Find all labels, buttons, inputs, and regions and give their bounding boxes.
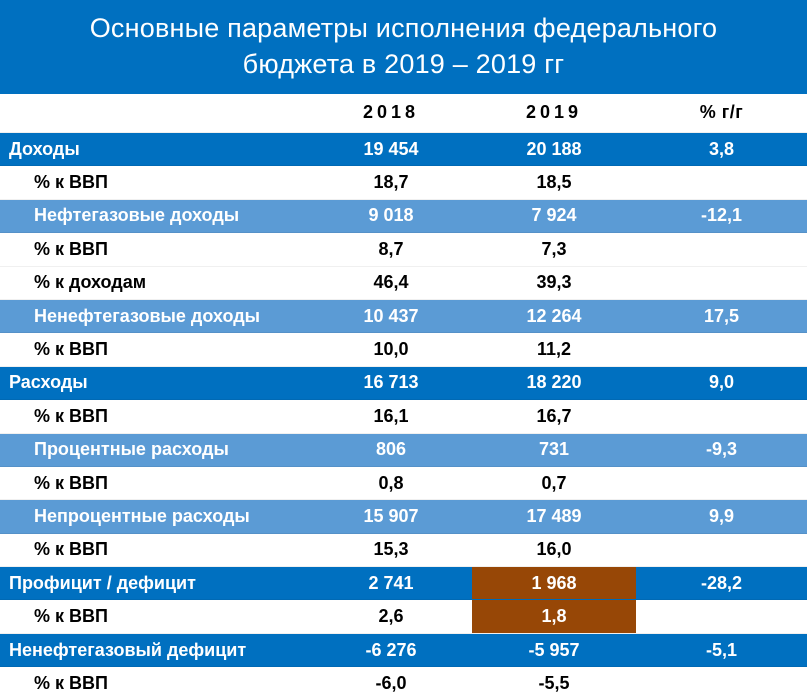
value-2019: 16,0 <box>536 539 572 560</box>
value-2019: 18,5 <box>536 172 572 193</box>
title-line-2: бюджета в 2019 – 2019 гг <box>242 49 565 79</box>
table-row: % к ВВП 8,7 7,3 <box>0 233 807 267</box>
budget-table: 2018 2019 % г/г Доходы 19 454 20 188 3,8 % к… <box>0 92 807 700</box>
table-row: % к ВВП 0,8 0,7 <box>0 466 807 501</box>
value-yoy-percent <box>636 267 807 299</box>
value-yoy-percent: -9,3 <box>705 439 738 460</box>
table-row: % к ВВП 15,3 16,0 <box>0 533 807 568</box>
value-yoy-percent <box>636 400 807 432</box>
header-2019: 2019 <box>525 101 583 122</box>
row-label: % к ВВП <box>34 405 108 426</box>
slide-title: Основные параметры исполнения федерально… <box>0 0 807 92</box>
value-2019: -5 957 <box>528 639 580 660</box>
table-row: Процентные расходы 806 731 -9,3 <box>0 433 807 467</box>
table-body: Доходы 19 454 20 188 3,8 % к ВВП 18,7 18,5 Нефт… <box>0 133 807 700</box>
value-2019: 18 220 <box>526 372 582 393</box>
row-label: % к ВВП <box>34 539 108 560</box>
value-2018: 10 437 <box>363 305 419 326</box>
value-2019: 1,8 <box>472 600 636 633</box>
value-2019: 12 264 <box>526 305 582 326</box>
value-2019: 17 489 <box>526 505 582 526</box>
table-row: Ненефтегазовый дефицит -6 276 -5 957 -5,1 <box>0 633 807 668</box>
value-2018: 2 741 <box>368 572 414 593</box>
value-2019: 16,7 <box>536 405 572 426</box>
value-2018: 806 <box>375 439 407 460</box>
row-label: Ненефтегазовый дефицит <box>9 639 247 660</box>
value-2018: 9 018 <box>368 205 414 226</box>
value-yoy-percent <box>636 233 807 265</box>
row-label: Процентные расходы <box>34 439 229 460</box>
value-2019: 0,7 <box>541 472 567 493</box>
value-2018: 8,7 <box>378 238 404 259</box>
row-label: % к ВВП <box>34 472 108 493</box>
row-label: % к ВВП <box>34 672 108 693</box>
value-yoy-percent <box>636 333 807 365</box>
table-row: Ненефтегазовые доходы 10 437 12 264 17,5 <box>0 299 807 334</box>
table-row: % к ВВП 16,1 16,7 <box>0 400 807 434</box>
value-2018: 19 454 <box>363 138 419 159</box>
row-label: % к ВВП <box>34 606 108 627</box>
value-yoy-percent: 17,5 <box>703 305 740 326</box>
row-label: % к ВВП <box>34 238 108 259</box>
row-label: Расходы <box>9 372 88 393</box>
value-2018: 2,6 <box>378 606 404 627</box>
table-row: Доходы 19 454 20 188 3,8 <box>0 133 807 167</box>
value-2019: 20 188 <box>526 138 582 159</box>
value-2018: 18,7 <box>373 172 409 193</box>
value-yoy-percent: -28,2 <box>700 572 743 593</box>
value-yoy-percent: 3,8 <box>708 138 735 159</box>
value-2018: -6 276 <box>365 639 417 660</box>
header-2018: 2018 <box>362 101 420 122</box>
value-yoy-percent: 9,0 <box>708 372 735 393</box>
row-label: Ненефтегазовые доходы <box>34 305 260 326</box>
row-label: % к ВВП <box>34 172 108 193</box>
value-2018: 10,0 <box>373 339 409 360</box>
value-2018: -6,0 <box>375 672 407 693</box>
value-2019: 39,3 <box>536 272 572 293</box>
table-row: Расходы 16 713 18 220 9,0 <box>0 366 807 401</box>
value-2018: 15,3 <box>373 539 409 560</box>
row-label: % к ВВП <box>34 339 108 360</box>
value-yoy-percent <box>636 467 807 499</box>
table-row: % к ВВП 2,6 1,8 <box>0 600 807 634</box>
value-2019: 731 <box>538 439 570 460</box>
table-header-row: 2018 2019 % г/г <box>0 92 807 133</box>
value-2019: 11,2 <box>536 339 572 360</box>
value-yoy-percent: -12,1 <box>700 205 743 226</box>
title-line-1: Основные параметры исполнения федерально… <box>89 13 718 43</box>
value-yoy-percent <box>636 600 807 632</box>
row-label: Нефтегазовые доходы <box>34 205 240 226</box>
value-2019: 1 968 <box>472 567 636 600</box>
row-label: Непроцентные расходы <box>34 505 250 526</box>
row-label: Профицит / дефицит <box>9 572 196 593</box>
value-yoy-percent <box>636 667 807 699</box>
row-label: Доходы <box>9 138 80 159</box>
value-yoy-percent <box>636 166 807 198</box>
table-row: % к ВВП 10,0 11,2 <box>0 333 807 367</box>
value-2019: -5,5 <box>538 672 570 693</box>
value-yoy-percent <box>636 534 807 566</box>
header-label-cell <box>0 92 310 132</box>
value-2018: 46,4 <box>373 272 409 293</box>
value-2018: 15 907 <box>363 505 419 526</box>
row-label: % к доходам <box>34 272 147 293</box>
value-2019: 7,3 <box>541 238 567 259</box>
table-row: % к доходам 46,4 39,3 <box>0 266 807 300</box>
value-2018: 0,8 <box>378 472 404 493</box>
value-2018: 16 713 <box>363 372 419 393</box>
table-row: Непроцентные расходы 15 907 17 489 9,9 <box>0 500 807 534</box>
header-yoy-percent: % г/г <box>699 101 744 122</box>
value-2019: 7 924 <box>531 205 577 226</box>
table-row: % к ВВП 18,7 18,5 <box>0 166 807 200</box>
value-yoy-percent: -5,1 <box>705 639 738 660</box>
value-2018: 16,1 <box>373 405 409 426</box>
header-top-rule <box>0 92 807 94</box>
table-row: Нефтегазовые доходы 9 018 7 924 -12,1 <box>0 199 807 234</box>
value-yoy-percent: 9,9 <box>708 505 735 526</box>
table-row: % к ВВП -6,0 -5,5 <box>0 667 807 700</box>
table-row: Профицит / дефицит 2 741 1 968 -28,2 <box>0 567 807 601</box>
